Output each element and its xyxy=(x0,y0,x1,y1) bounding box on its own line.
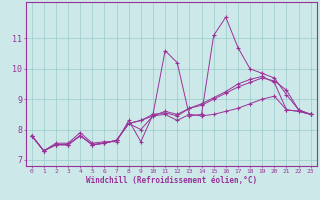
X-axis label: Windchill (Refroidissement éolien,°C): Windchill (Refroidissement éolien,°C) xyxy=(86,176,257,185)
